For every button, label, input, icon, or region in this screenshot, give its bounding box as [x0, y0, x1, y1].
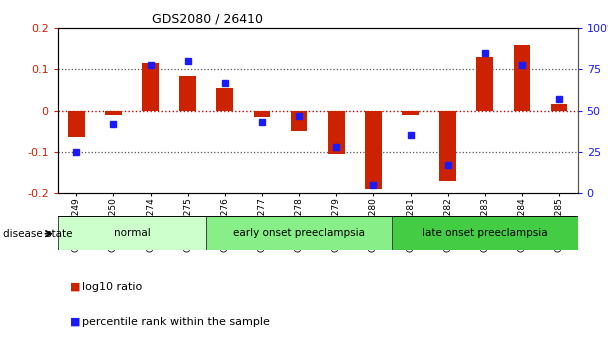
- Text: normal: normal: [114, 228, 150, 238]
- Text: ■: ■: [70, 317, 80, 327]
- Bar: [328, 111, 345, 154]
- Bar: [291, 111, 308, 131]
- Bar: [551, 104, 567, 111]
- Bar: [392, 216, 578, 250]
- Text: ■: ■: [70, 282, 80, 292]
- Bar: [216, 88, 233, 111]
- Bar: [142, 63, 159, 111]
- Text: log10 ratio: log10 ratio: [82, 282, 142, 292]
- Bar: [440, 111, 456, 181]
- Text: disease state: disease state: [3, 229, 72, 239]
- Text: early onset preeclampsia: early onset preeclampsia: [233, 228, 365, 238]
- Bar: [514, 45, 530, 111]
- Bar: [402, 111, 419, 115]
- Text: GDS2080 / 26410: GDS2080 / 26410: [152, 12, 263, 25]
- Text: percentile rank within the sample: percentile rank within the sample: [82, 317, 270, 327]
- Bar: [206, 216, 392, 250]
- Bar: [477, 57, 493, 111]
- Bar: [254, 111, 271, 117]
- Bar: [68, 111, 85, 137]
- Bar: [105, 111, 122, 115]
- Bar: [365, 111, 382, 189]
- Bar: [58, 216, 206, 250]
- Bar: [179, 76, 196, 111]
- Text: late onset preeclampsia: late onset preeclampsia: [422, 228, 548, 238]
